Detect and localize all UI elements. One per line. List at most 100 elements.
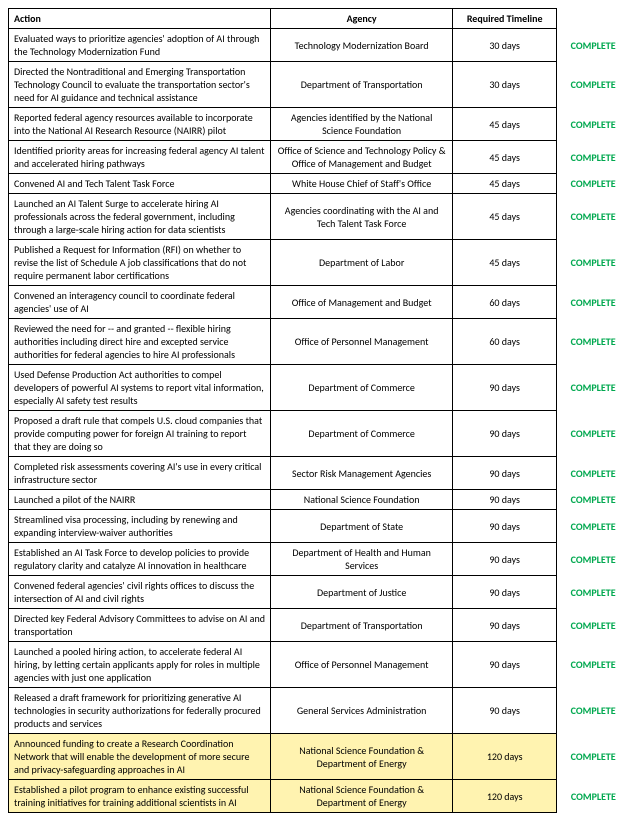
cell-status: COMPLETE: [557, 286, 630, 319]
cell-agency: Department of State: [271, 510, 453, 543]
cell-agency: Office of Personnel Management: [271, 319, 453, 365]
cell-action: Identified priority areas for increasing…: [9, 141, 271, 174]
cell-timeline: 90 days: [453, 365, 557, 411]
header-status: [557, 9, 630, 29]
cell-timeline: 30 days: [453, 62, 557, 108]
cell-timeline: 90 days: [453, 543, 557, 576]
table-row: Established a pilot program to enhance e…: [9, 780, 630, 813]
cell-agency: Department of Justice: [271, 576, 453, 609]
cell-action: Used Defense Production Act authorities …: [9, 365, 271, 411]
cell-status: COMPLETE: [557, 642, 630, 688]
cell-timeline: 120 days: [453, 734, 557, 780]
cell-agency: Office of Management and Budget: [271, 286, 453, 319]
table-row: Released a draft framework for prioritiz…: [9, 688, 630, 734]
cell-status: COMPLETE: [557, 688, 630, 734]
header-row: Action Agency Required Timeline: [9, 9, 630, 29]
table-row: Identified priority areas for increasing…: [9, 141, 630, 174]
cell-status: COMPLETE: [557, 734, 630, 780]
cell-status: COMPLETE: [557, 780, 630, 813]
cell-action: Directed key Federal Advisory Committees…: [9, 609, 271, 642]
cell-agency: General Services Administration: [271, 688, 453, 734]
cell-timeline: 45 days: [453, 194, 557, 240]
cell-status: COMPLETE: [557, 609, 630, 642]
cell-agency: Technology Modernization Board: [271, 29, 453, 62]
table-row: Convened AI and Tech Talent Task ForceWh…: [9, 174, 630, 194]
cell-agency: Department of Transportation: [271, 62, 453, 108]
cell-status: COMPLETE: [557, 240, 630, 286]
cell-timeline: 90 days: [453, 411, 557, 457]
cell-agency: Office of Science and Technology Policy …: [271, 141, 453, 174]
table-row: Launched an AI Talent Surge to accelerat…: [9, 194, 630, 240]
cell-status: COMPLETE: [557, 457, 630, 490]
table-row: Proposed a draft rule that compels U.S. …: [9, 411, 630, 457]
cell-timeline: 90 days: [453, 490, 557, 510]
cell-agency: Sector Risk Management Agencies: [271, 457, 453, 490]
cell-timeline: 45 days: [453, 240, 557, 286]
table-row: Launched a pooled hiring action, to acce…: [9, 642, 630, 688]
cell-agency: Department of Labor: [271, 240, 453, 286]
cell-timeline: 90 days: [453, 457, 557, 490]
cell-timeline: 90 days: [453, 642, 557, 688]
cell-agency: Agencies identified by the National Scie…: [271, 108, 453, 141]
table-row: Used Defense Production Act authorities …: [9, 365, 630, 411]
cell-agency: National Science Foundation & Department…: [271, 780, 453, 813]
cell-action: Reviewed the need for -- and granted -- …: [9, 319, 271, 365]
cell-timeline: 90 days: [453, 609, 557, 642]
cell-status: COMPLETE: [557, 29, 630, 62]
cell-status: COMPLETE: [557, 365, 630, 411]
cell-action: Evaluated ways to prioritize agencies' a…: [9, 29, 271, 62]
cell-status: COMPLETE: [557, 543, 630, 576]
cell-agency: Department of Commerce: [271, 365, 453, 411]
table-row: Directed key Federal Advisory Committees…: [9, 609, 630, 642]
cell-action: Completed risk assessments covering AI's…: [9, 457, 271, 490]
cell-status: COMPLETE: [557, 174, 630, 194]
table-row: Directed the Nontraditional and Emerging…: [9, 62, 630, 108]
table-row: Reported federal agency resources availa…: [9, 108, 630, 141]
cell-action: Launched an AI Talent Surge to accelerat…: [9, 194, 271, 240]
table-row: Completed risk assessments covering AI's…: [9, 457, 630, 490]
cell-status: COMPLETE: [557, 194, 630, 240]
cell-action: Convened AI and Tech Talent Task Force: [9, 174, 271, 194]
actions-table: Action Agency Required Timeline Evaluate…: [8, 8, 630, 813]
cell-agency: Department of Health and Human Services: [271, 543, 453, 576]
cell-action: Reported federal agency resources availa…: [9, 108, 271, 141]
table-row: Evaluated ways to prioritize agencies' a…: [9, 29, 630, 62]
cell-status: COMPLETE: [557, 62, 630, 108]
cell-action: Directed the Nontraditional and Emerging…: [9, 62, 271, 108]
cell-agency: National Science Foundation & Department…: [271, 734, 453, 780]
cell-status: COMPLETE: [557, 319, 630, 365]
cell-timeline: 45 days: [453, 174, 557, 194]
cell-action: Published a Request for Information (RFI…: [9, 240, 271, 286]
table-row: Launched a pilot of the NAIRRNational Sc…: [9, 490, 630, 510]
cell-timeline: 30 days: [453, 29, 557, 62]
cell-status: COMPLETE: [557, 490, 630, 510]
cell-action: Launched a pilot of the NAIRR: [9, 490, 271, 510]
cell-action: Established an AI Task Force to develop …: [9, 543, 271, 576]
table-row: Announced funding to create a Research C…: [9, 734, 630, 780]
cell-agency: White House Chief of Staff's Office: [271, 174, 453, 194]
header-action: Action: [9, 9, 271, 29]
cell-action: Convened an interagency council to coord…: [9, 286, 271, 319]
cell-agency: Department of Commerce: [271, 411, 453, 457]
table-row: Published a Request for Information (RFI…: [9, 240, 630, 286]
cell-timeline: 60 days: [453, 319, 557, 365]
cell-agency: Office of Personnel Management: [271, 642, 453, 688]
cell-timeline: 90 days: [453, 576, 557, 609]
cell-action: Launched a pooled hiring action, to acce…: [9, 642, 271, 688]
cell-agency: Department of Transportation: [271, 609, 453, 642]
cell-status: COMPLETE: [557, 576, 630, 609]
cell-action: Released a draft framework for prioritiz…: [9, 688, 271, 734]
table-row: Streamlined visa processing, including b…: [9, 510, 630, 543]
table-row: Established an AI Task Force to develop …: [9, 543, 630, 576]
cell-action: Convened federal agencies' civil rights …: [9, 576, 271, 609]
cell-status: COMPLETE: [557, 108, 630, 141]
table-row: Convened federal agencies' civil rights …: [9, 576, 630, 609]
cell-status: COMPLETE: [557, 510, 630, 543]
cell-timeline: 90 days: [453, 688, 557, 734]
cell-action: Proposed a draft rule that compels U.S. …: [9, 411, 271, 457]
cell-timeline: 120 days: [453, 780, 557, 813]
header-timeline: Required Timeline: [453, 9, 557, 29]
header-agency: Agency: [271, 9, 453, 29]
cell-action: Announced funding to create a Research C…: [9, 734, 271, 780]
cell-timeline: 45 days: [453, 141, 557, 174]
